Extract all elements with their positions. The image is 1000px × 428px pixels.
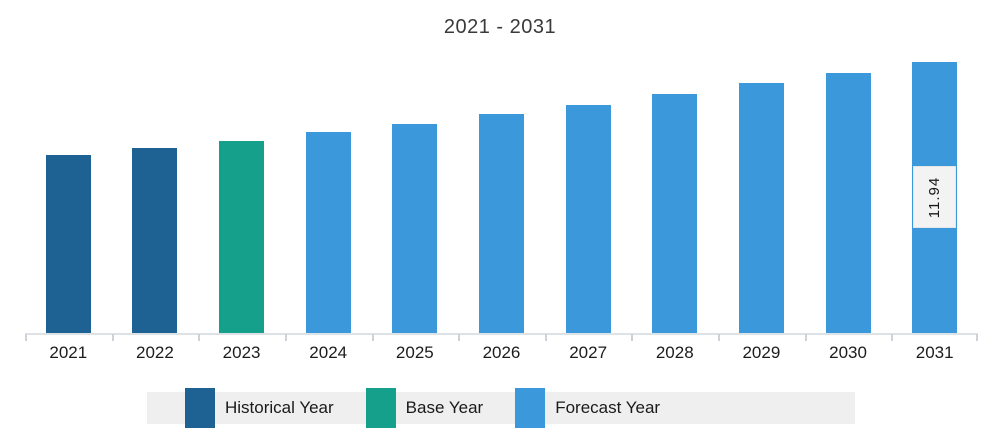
axis-tick [458, 334, 461, 341]
bar-2021 [45, 155, 91, 333]
axis-tick [111, 334, 114, 341]
x-axis-label-2021: 2021 [49, 343, 88, 362]
legend: Historical Year Base Year Forecast Year [147, 388, 855, 428]
x-axis-label-2022: 2022 [136, 343, 174, 362]
data-label-value: 11.94 [926, 176, 944, 218]
plot-area: 11.94 [25, 45, 978, 341]
bar-2030 [825, 72, 871, 333]
x-axis-label-2026: 2026 [482, 343, 521, 362]
bar-2026 [479, 114, 524, 333]
x-axis-label-2028: 2028 [655, 343, 694, 362]
x-axis-label-2027: 2027 [569, 343, 608, 362]
x-axis-label-2023: 2023 [222, 343, 261, 362]
axis-tick [544, 334, 547, 341]
legend-swatch [515, 388, 546, 428]
axis-tick [198, 334, 201, 341]
legend-item-base-year: Base Year [365, 388, 484, 428]
x-axis-label-2029: 2029 [742, 343, 781, 362]
axis-tick [371, 334, 374, 341]
axis-tick [284, 334, 287, 341]
x-axis-label-2031: 2031 [915, 343, 954, 362]
legend-item-forecast-year: Forecast Year [515, 388, 660, 428]
legend-label: Base Year [405, 398, 484, 417]
bar-2023 [219, 141, 265, 333]
bar-2025 [392, 124, 438, 333]
bar-2022 [132, 148, 178, 333]
x-axis-label-2024: 2024 [309, 343, 348, 362]
axis-tick [891, 334, 894, 341]
axis-tick [631, 334, 634, 341]
bar-2027 [565, 104, 611, 333]
legend-label: Historical Year [225, 398, 334, 417]
x-axis-label-2025: 2025 [395, 343, 434, 362]
x-axis-label-2030: 2030 [829, 343, 867, 362]
axis-tick [25, 334, 27, 341]
x-axis-line [25, 333, 978, 335]
data-label-2031: 11.94 [913, 166, 957, 228]
legend-swatch [365, 388, 396, 428]
axis-tick [718, 334, 721, 341]
bar-2029 [738, 82, 784, 333]
bar-2024 [305, 131, 351, 333]
axis-tick [976, 334, 978, 341]
legend-label: Forecast Year [555, 398, 661, 417]
legend-swatch [185, 388, 215, 428]
bar-2028 [652, 94, 698, 333]
legend-item-historical-year: Historical Year [185, 388, 334, 428]
axis-tick [804, 334, 807, 341]
chart-title: 2021 - 2031 [443, 16, 557, 38]
